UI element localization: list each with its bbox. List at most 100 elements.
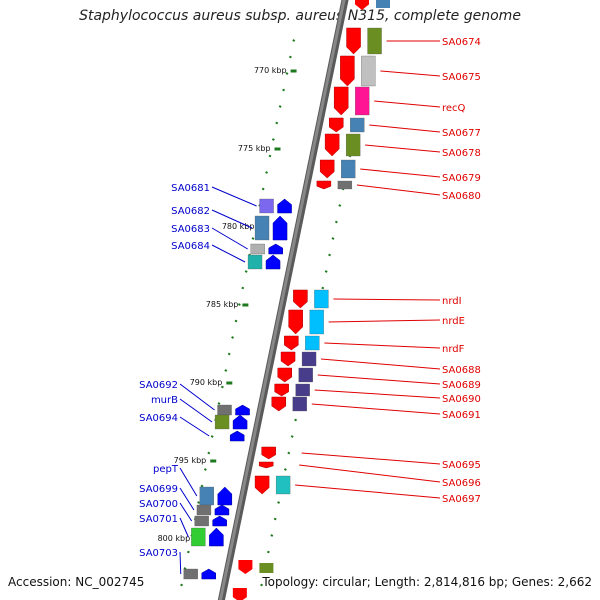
reverse-gene-label: SA0692 — [139, 380, 178, 391]
track-tick-mark — [334, 220, 338, 224]
forward-gene-cog-box — [295, 383, 310, 397]
genome-backbone-highlight — [218, 0, 346, 600]
forward-gene-leader — [374, 100, 441, 108]
track-tick-mark — [210, 435, 214, 438]
ruler-label: 785 kbp — [206, 300, 239, 309]
ruler-label: 790 kbp — [190, 378, 223, 387]
reverse-gene-label: SA0684 — [171, 241, 210, 252]
reverse-gene-arrow — [265, 254, 281, 270]
track-tick-mark — [266, 550, 270, 554]
reverse-gene-leader — [211, 186, 257, 207]
reverse-gene-cog-box — [194, 515, 209, 527]
forward-gene-arrow — [293, 289, 308, 309]
forward-gene-label: nrdF — [442, 344, 465, 355]
reverse-gene-cog-box — [250, 243, 265, 255]
reverse-gene-label: SA0694 — [139, 413, 178, 424]
reverse-gene-leader — [179, 416, 210, 437]
track-tick-mark — [294, 418, 298, 422]
forward-gene-label: SA0695 — [442, 460, 481, 471]
forward-gene-cog-box — [337, 180, 353, 190]
forward-gene-cog-box — [361, 55, 376, 87]
track-tick-mark — [285, 72, 289, 75]
track-tick-mark — [217, 402, 221, 405]
forward-gene-leader — [369, 124, 441, 133]
forward-gene-label: SA0680 — [442, 191, 481, 202]
track-tick-mark — [265, 171, 269, 174]
forward-gene-leader — [380, 70, 441, 77]
track-tick-mark — [290, 435, 294, 438]
track-tick-mark — [261, 187, 265, 191]
reverse-gene-label: pepT — [153, 464, 179, 475]
forward-gene-cog-box — [275, 475, 291, 495]
forward-gene-label: SA0675 — [442, 72, 481, 83]
forward-gene-leader — [317, 374, 441, 385]
reverse-gene-cog-box — [183, 568, 198, 580]
forward-gene-leader — [295, 484, 441, 499]
reverse-gene-arrow — [209, 527, 224, 547]
reverse-gene-label: SA0699 — [139, 484, 178, 495]
track-tick-mark — [207, 451, 211, 455]
forward-gene-cog-box — [305, 335, 320, 351]
reverse-gene-label: SA0682 — [171, 206, 210, 217]
forward-gene-label: SA0674 — [442, 37, 481, 48]
forward-gene-cog-box — [376, 0, 390, 8]
forward-gene-cog-box — [292, 396, 307, 412]
reverse-gene-arrow — [217, 486, 233, 506]
reverse-gene-cog-box — [247, 254, 263, 270]
forward-gene-leader — [321, 358, 441, 370]
genome-title: Staphylococcus aureus subsp. aureus N315… — [79, 8, 521, 24]
reverse-gene-leader — [179, 398, 213, 423]
forward-gene-cog-box — [350, 117, 365, 133]
track-tick-mark — [200, 484, 204, 488]
forward-gene-arrow — [288, 309, 303, 335]
reverse-gene-leader — [179, 551, 182, 575]
forward-gene-arrow — [261, 446, 276, 460]
reverse-gene-arrow — [235, 404, 250, 416]
reverse-gene-label: murB — [151, 395, 178, 406]
forward-gene-leader — [301, 452, 441, 465]
track-tick-mark — [287, 451, 291, 455]
track-tick-mark — [328, 253, 332, 257]
track-tick-mark — [275, 121, 279, 125]
track-tick-mark — [283, 468, 287, 471]
track-tick-mark — [321, 286, 325, 290]
reverse-gene-leader — [179, 383, 215, 411]
track-tick-mark — [278, 105, 282, 108]
topology-label: Topology: circular; Length: 2,814,816 bp… — [262, 575, 592, 589]
forward-gene-cog-box — [341, 159, 356, 179]
forward-gene-arrow — [232, 588, 247, 600]
reverse-gene-leader — [179, 467, 198, 497]
reverse-gene-arrow — [268, 243, 283, 255]
forward-gene-leader — [314, 389, 441, 399]
track-tick-mark — [324, 270, 328, 273]
forward-gene-label: SA0696 — [442, 478, 481, 489]
track-tick-mark — [231, 336, 235, 339]
forward-gene-arrow — [284, 335, 299, 351]
forward-gene-leader — [328, 319, 441, 323]
track-tick-mark — [197, 501, 201, 504]
forward-gene-arrow — [346, 27, 361, 55]
forward-gene-arrow — [258, 461, 274, 469]
reverse-gene-label: SA0681 — [171, 183, 210, 194]
track-tick-mark — [203, 468, 207, 471]
reverse-gene-cog-box — [191, 527, 206, 547]
track-tick-mark — [273, 517, 277, 521]
track-tick-mark — [292, 39, 296, 42]
track-tick-mark — [270, 534, 274, 537]
reverse-gene-arrow — [201, 568, 217, 580]
ruler-label: 795 kbp — [174, 456, 207, 465]
reverse-gene-leader — [211, 227, 248, 250]
track-tick-mark — [241, 286, 245, 290]
forward-gene-label: SA0677 — [442, 128, 481, 139]
forward-gene-cog-box — [355, 86, 370, 116]
reverse-gene-leader — [179, 502, 193, 522]
track-tick-mark — [338, 204, 342, 207]
track-tick-mark — [260, 583, 264, 587]
reverse-gene-cog-box — [254, 215, 270, 241]
reverse-gene-label: SA0683 — [171, 224, 210, 235]
reverse-gene-label: SA0700 — [139, 499, 178, 510]
forward-gene-cog-box — [314, 289, 329, 309]
track-tick-mark — [277, 501, 281, 504]
forward-gene-label: SA0688 — [442, 365, 481, 376]
